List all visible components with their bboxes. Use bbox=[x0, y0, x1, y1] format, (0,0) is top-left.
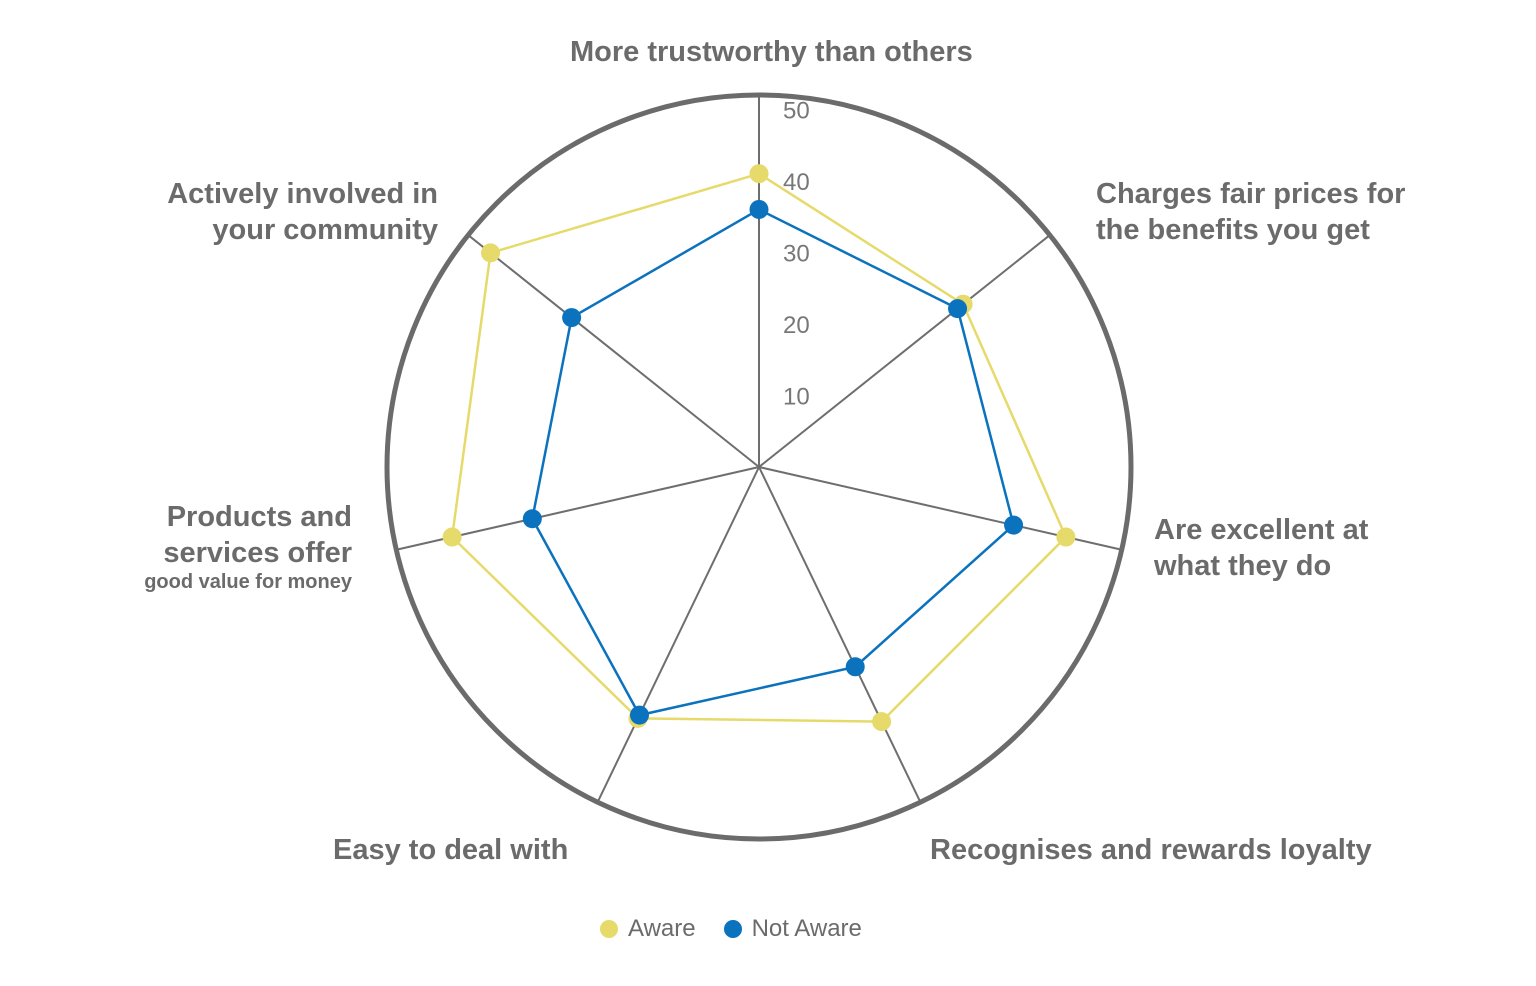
legend-swatch-aware bbox=[600, 920, 618, 938]
data-point-1-2 bbox=[1004, 515, 1024, 535]
axis-label-value: Products and services offer good value for… bbox=[144, 501, 352, 593]
axis-line bbox=[758, 234, 1051, 468]
data-point-1-5 bbox=[522, 509, 542, 529]
data-point-1-0 bbox=[749, 199, 769, 219]
data-point-1-4 bbox=[629, 705, 649, 725]
axis-label-excellent: Are excellent at what they do bbox=[1154, 514, 1369, 582]
axis-line bbox=[758, 466, 922, 803]
axis-line bbox=[596, 466, 760, 803]
legend-label-not-aware: Not Aware bbox=[751, 915, 862, 942]
legend-item-aware: Aware bbox=[600, 915, 696, 943]
radial-tick-label: 30 bbox=[783, 240, 810, 267]
radial-tick-label: 10 bbox=[783, 383, 810, 410]
axis-line bbox=[467, 234, 760, 468]
series-line-1 bbox=[531, 208, 1015, 717]
series-line-0 bbox=[450, 172, 1068, 723]
legend-label-aware: Aware bbox=[628, 915, 696, 942]
data-point-1-6 bbox=[562, 308, 582, 328]
data-point-0-6 bbox=[481, 243, 501, 263]
outer-ring bbox=[384, 92, 1134, 842]
axis-label-community: Actively involved in your community bbox=[167, 178, 438, 246]
legend-swatch-not-aware bbox=[723, 920, 742, 938]
data-point-0-3 bbox=[872, 712, 892, 732]
axis-label-easy: Easy to deal with bbox=[333, 834, 569, 866]
legend-item-not-aware: Not Aware bbox=[723, 915, 862, 943]
data-point-0-5 bbox=[442, 527, 462, 547]
axis-label-fair-prices: Charges fair prices for the benefits you … bbox=[1096, 178, 1406, 246]
radial-tick-label: 50 bbox=[783, 97, 810, 124]
axis-label-loyalty: Recognises and rewards loyalty bbox=[930, 834, 1372, 866]
data-point-1-1 bbox=[948, 299, 968, 319]
data-point-0-2 bbox=[1056, 527, 1076, 547]
data-point-1-3 bbox=[845, 657, 865, 677]
legend: Aware Not Aware bbox=[600, 915, 862, 943]
data-point-0-0 bbox=[749, 164, 769, 184]
radial-tick-label: 20 bbox=[783, 312, 810, 339]
axis-label-trustworthy: More trustworthy than others bbox=[570, 36, 973, 68]
